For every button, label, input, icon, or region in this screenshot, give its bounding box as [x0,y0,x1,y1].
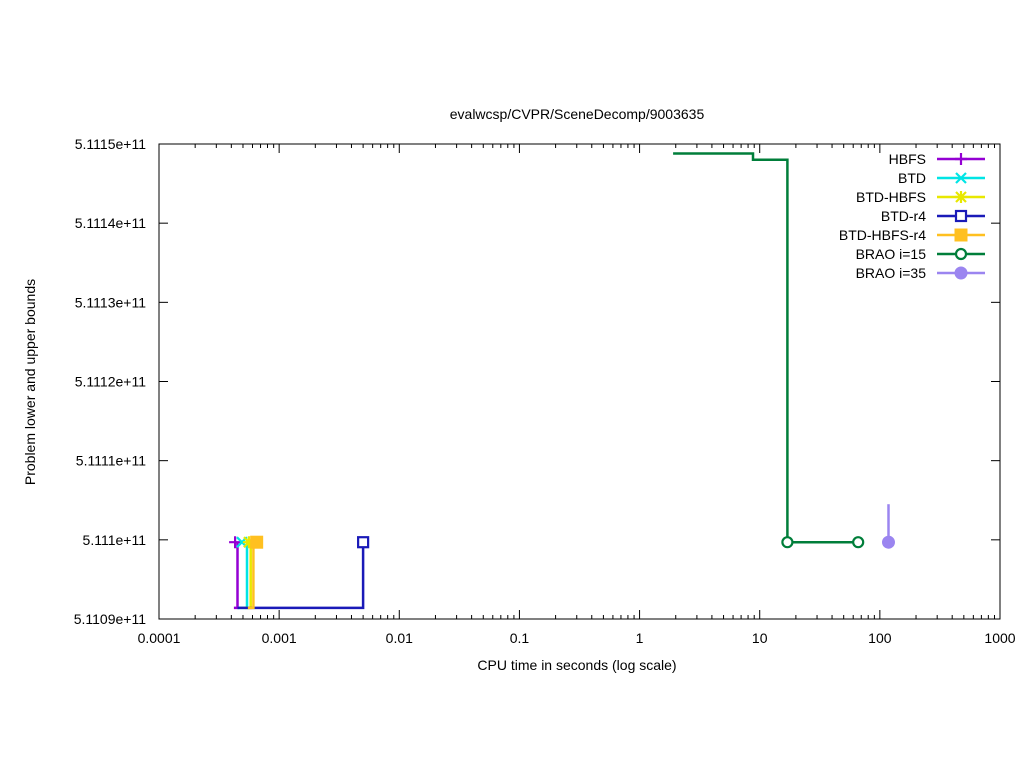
series-brao-i-35 [881,504,895,549]
data-point-btd-hbfs [242,536,255,549]
legend-label-btd-r4: BTD-r4 [881,208,926,224]
y-tick-label: 5.1114e+11 [75,215,146,231]
y-tick-label: 5.1115e+11 [75,136,146,152]
x-tick-label: 0.001 [262,630,297,646]
data-point-brao-i-15 [781,536,794,549]
x-tick-label: 1 [636,630,644,646]
legend-label-btd-hbfs: BTD-HBFS [856,189,926,205]
x-tick-label: 10 [752,630,768,646]
y-tick-label: 5.1109e+11 [74,611,146,627]
series-line-brao-i-15 [673,152,859,544]
legend-marker-btd-hbfs [955,191,967,203]
data-point-btd-hbfs-r4 [250,535,264,549]
data-point-btd-r4 [357,536,370,549]
data-point-hbfs [229,536,242,549]
x-tick-label: 0.1 [510,630,530,646]
legend-marker-btd-hbfs-r4 [954,228,968,242]
data-point-brao-i-35 [881,535,895,549]
series-line-btd-hbfs-r4 [247,542,255,610]
legend: HBFS BTD BTD-HBFS BTD-r4 BTD-HBFS-r4 BRAO i=1… [839,151,985,281]
y-tick-label: 5.1111e+11 [76,453,146,469]
y-ticks: 5.1109e+11 5.111e+11 5.1111e+11 5.1112e+11 5… [74,136,1000,627]
legend-label-brao-i-35: BRAO i=35 [856,265,927,281]
series-btd-hbfs-r4 [247,535,264,610]
y-tick-label: 5.1112e+11 [75,374,146,390]
data-point-brao-i-15 [852,536,865,549]
x-ticks: 0.0001 0.001 0.01 0.1 1 10 100 1000 [138,144,1016,646]
x-tick-label: 0.0001 [138,630,181,646]
legend-marker-btd-r4 [954,209,968,223]
legend-marker-btd [955,172,967,184]
x-tick-label: 0.01 [386,630,413,646]
legend-label-hbfs: HBFS [889,151,926,167]
y-tick-label: 5.1113e+11 [75,294,146,310]
legend-marker-brao-i-35 [954,266,968,280]
y-tick-label: 5.111e+11 [83,532,147,548]
series-line-btd-r4 [237,542,365,610]
legend-label-btd: BTD [898,170,926,186]
plot-border [158,143,1001,620]
series-btd-r4 [237,536,370,610]
y-axis-label: Problem lower and upper bounds [22,279,38,485]
x-tick-label: 100 [868,630,892,646]
legend-label-btd-hbfs-r4: BTD-HBFS-r4 [839,227,926,243]
legend-label-brao-i-15: BRAO i=15 [856,246,927,262]
legend-marker-brao-i-15 [954,247,968,261]
chart-title: evalwcsp/CVPR/SceneDecomp/9003635 [450,106,705,122]
plot-series [229,152,895,610]
x-axis-label: CPU time in seconds (log scale) [477,657,676,673]
series-brao-i-15 [673,152,865,549]
x-tick-label: 1000 [984,630,1015,646]
legend-marker-hbfs [955,153,967,165]
